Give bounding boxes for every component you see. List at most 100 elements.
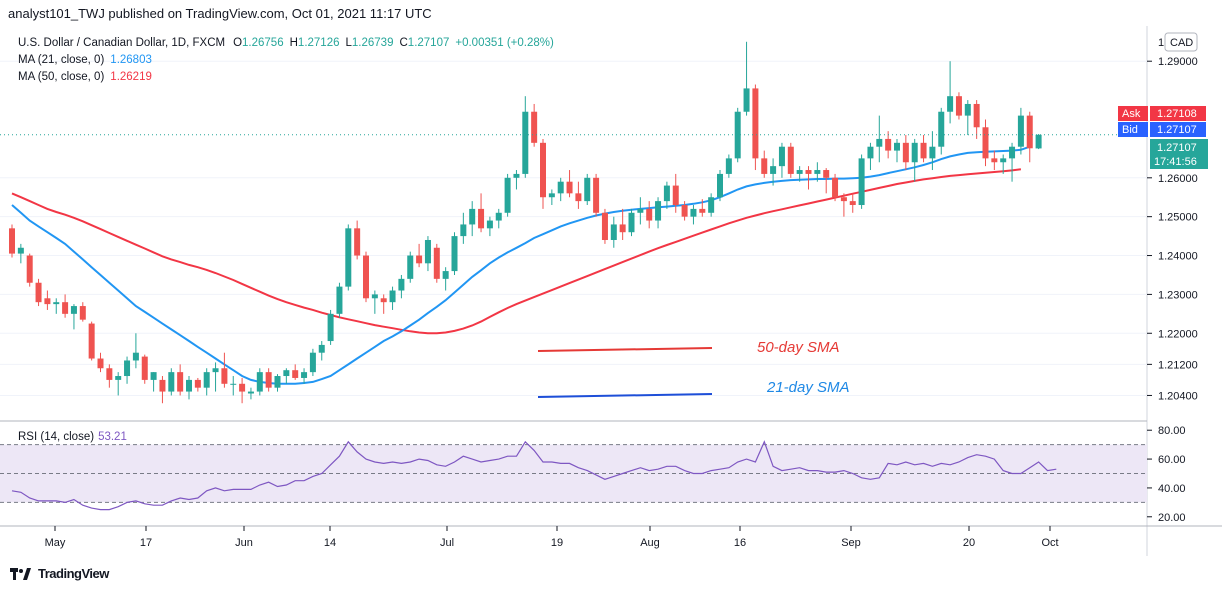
candle xyxy=(522,96,529,178)
currency-button[interactable]: CAD xyxy=(1164,32,1198,52)
candle xyxy=(407,251,414,283)
ask-tag: Ask 1.27108 xyxy=(1118,106,1206,121)
candle xyxy=(44,290,51,310)
candle xyxy=(97,352,104,373)
candle xyxy=(345,224,352,291)
candle xyxy=(814,162,821,182)
time-tick-label: Oct xyxy=(1041,537,1058,549)
candle xyxy=(336,282,343,318)
candle xyxy=(354,220,361,260)
candle xyxy=(469,201,476,237)
candle xyxy=(451,232,458,275)
candle xyxy=(911,138,918,182)
candle xyxy=(849,193,856,213)
candle xyxy=(894,138,900,163)
candle xyxy=(690,205,697,225)
candle xyxy=(840,193,847,217)
legend-ma21-label: MA (21, close, 0) xyxy=(18,54,104,66)
candle xyxy=(442,267,449,291)
candle xyxy=(610,216,617,248)
candle xyxy=(212,362,219,392)
candle xyxy=(593,173,600,217)
candle xyxy=(124,356,131,384)
candle xyxy=(805,166,812,190)
candle xyxy=(203,368,210,396)
last-price-tag: 1.27107 17:41:56 xyxy=(1150,139,1208,169)
candle xyxy=(548,189,555,206)
rsi-tick-label: 20.00 xyxy=(1158,512,1186,524)
candle xyxy=(186,376,192,400)
candle xyxy=(823,168,830,194)
sma50-annotation-text: 50-day SMA xyxy=(757,339,840,356)
candle xyxy=(761,150,768,178)
sma50-annotation-line xyxy=(537,347,713,352)
candle xyxy=(274,374,281,392)
rsi-axis[interactable]: 80.00 60.00 40.00 20.00 xyxy=(1147,425,1186,524)
candle xyxy=(1000,154,1007,174)
candle xyxy=(770,158,777,186)
candle xyxy=(876,115,883,163)
candle xyxy=(991,150,998,171)
rsi-series xyxy=(11,440,1057,511)
candle xyxy=(637,197,644,225)
candle xyxy=(159,376,166,404)
candle xyxy=(920,135,927,163)
svg-text:RSI (14, close)53.21: RSI (14, close) 53.21 xyxy=(18,431,127,443)
candle xyxy=(309,348,316,377)
candle xyxy=(938,107,945,155)
publish-line: analyst101_TWJ published on TradingView.… xyxy=(8,6,432,21)
candle xyxy=(699,199,706,217)
candle xyxy=(743,41,750,116)
legend-ma50-label: MA (50, close, 0) xyxy=(18,71,104,83)
svg-text:MA (21, close, 0)1.26803: MA (21, close, 0) 1.26803 xyxy=(18,54,152,66)
time-tick-label: Aug xyxy=(640,537,660,549)
time-tick-label: Sep xyxy=(841,537,861,549)
legend-symbol: U.S. Dollar / Canadian Dollar, 1D, FXCM xyxy=(18,37,225,49)
candle xyxy=(531,103,538,147)
last-price-value: 1.27107 xyxy=(1157,142,1197,154)
candle xyxy=(239,377,246,404)
candle xyxy=(194,377,201,392)
candle xyxy=(787,142,794,178)
candle xyxy=(955,92,962,120)
candle xyxy=(247,387,254,400)
rsi-tick-label: 40.00 xyxy=(1158,483,1186,495)
price-axis[interactable]: 1. CAD 1.29000 1.26000 1.25000 1.24000 1.230… xyxy=(1147,32,1198,402)
svg-text:MA (50, close, 0)1.26219: MA (50, close, 0) 1.26219 xyxy=(18,71,152,83)
candle xyxy=(796,166,803,182)
candle xyxy=(1026,111,1033,163)
price-tick-label: 1.22000 xyxy=(1158,328,1198,340)
currency-label: CAD xyxy=(1170,37,1193,49)
candle xyxy=(628,208,635,237)
candle xyxy=(584,173,591,206)
rsi-tick-label: 60.00 xyxy=(1158,454,1186,466)
time-tick-label: 16 xyxy=(734,537,746,549)
candle xyxy=(141,354,148,384)
price-chart[interactable]: 50-day SMA 21-day SMA U.S. Dollar / Cana… xyxy=(0,26,1222,556)
candle xyxy=(256,368,263,396)
candle xyxy=(301,368,308,384)
candle xyxy=(380,294,387,314)
price-tick-label: 1.24000 xyxy=(1158,251,1198,263)
bid-value: 1.27107 xyxy=(1157,124,1197,136)
candle xyxy=(504,173,511,217)
time-axis[interactable]: May 17 Jun 14 Jul 19 Aug 16 Sep 20 Oct xyxy=(45,526,1059,549)
candle xyxy=(17,243,24,264)
candle xyxy=(265,368,272,392)
candle xyxy=(318,341,325,361)
candle xyxy=(460,212,467,244)
candle xyxy=(371,290,378,314)
price-axis-top-label: 1. xyxy=(1158,37,1167,49)
svg-text:Bid: Bid xyxy=(1122,124,1138,136)
candle xyxy=(1017,107,1024,155)
candle xyxy=(708,193,715,217)
candle xyxy=(964,100,971,136)
candle xyxy=(1009,142,1016,182)
chart-area[interactable]: 50-day SMA 21-day SMA U.S. Dollar / Cana… xyxy=(0,26,1222,556)
brand-name: TradingView xyxy=(38,566,109,581)
candle xyxy=(982,119,989,167)
candle xyxy=(929,131,936,171)
candle xyxy=(70,304,77,330)
sma21-annotation-text: 21-day SMA xyxy=(766,379,850,396)
candle xyxy=(424,236,431,272)
